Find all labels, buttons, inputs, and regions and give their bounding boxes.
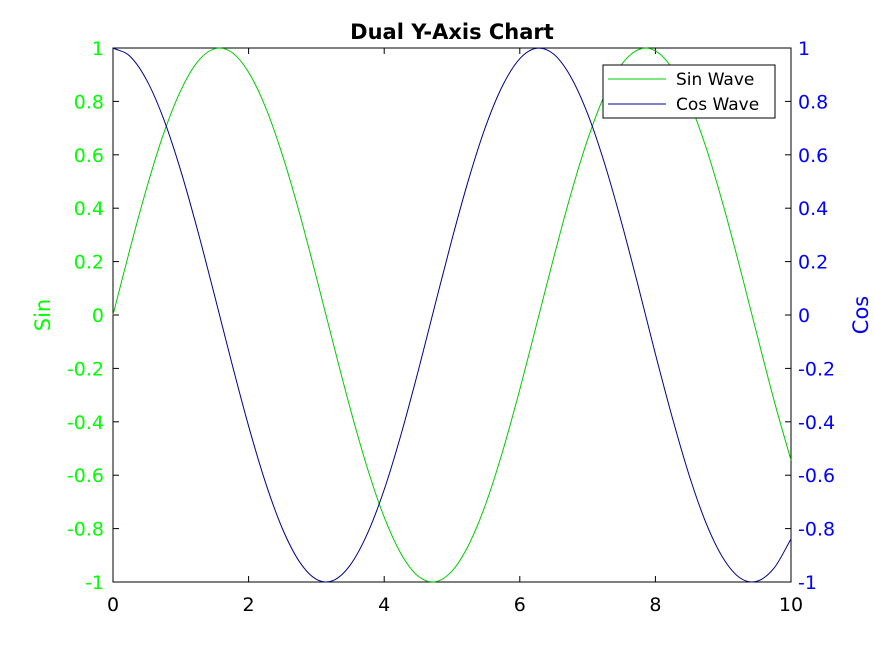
- x-axis: 0 2 4 6 8 10: [107, 48, 803, 616]
- right-y-tick-label: 0.6: [798, 145, 828, 167]
- right-y-tick-label: -0.8: [798, 519, 835, 541]
- right-y-axis-label: Cos: [849, 296, 873, 334]
- left-y-tick-label: -0.6: [67, 465, 104, 487]
- left-y-tick-label: -1: [85, 572, 104, 594]
- right-y-tick-label: -0.6: [798, 465, 835, 487]
- right-y-tick-label: -1: [798, 572, 817, 594]
- series-line-cos-wave: [112, 47, 792, 583]
- right-y-axis: 1 0.8 0.6 0.4 0.2 0 -0.2 -0.4 -0.6 -0.8 -1: [785, 38, 835, 594]
- right-y-tick-label: -0.2: [798, 358, 835, 380]
- left-y-tick-label: 0: [92, 305, 104, 327]
- legend: Sin Wave Cos Wave: [602, 64, 776, 119]
- x-tick-label: 6: [514, 594, 526, 616]
- series-line-sin-wave: [112, 47, 792, 583]
- left-y-tick-label: 0.2: [74, 252, 104, 274]
- left-y-tick-label: -0.4: [67, 412, 104, 434]
- right-y-tick-label: 0: [798, 305, 810, 327]
- series-layer: [112, 47, 792, 583]
- left-y-tick-label: 0.8: [74, 91, 104, 113]
- left-y-tick-label: 0.4: [74, 198, 104, 220]
- right-y-tick-label: 0.2: [798, 252, 828, 274]
- x-tick-label: 4: [378, 594, 390, 616]
- legend-label-cos: Cos Wave: [676, 95, 759, 115]
- x-tick-label: 8: [649, 594, 661, 616]
- left-y-tick-label: -0.8: [67, 519, 104, 541]
- chart-title: Dual Y-Axis Chart: [350, 20, 554, 44]
- right-y-tick-label: 1: [798, 38, 810, 60]
- right-y-tick-label: -0.4: [798, 412, 835, 434]
- left-y-tick-label: 1: [92, 38, 104, 60]
- x-tick-label: 10: [779, 594, 803, 616]
- right-y-tick-label: 0.4: [798, 198, 828, 220]
- x-tick-label: 0: [107, 594, 119, 616]
- left-y-tick-label: -0.2: [67, 358, 104, 380]
- legend-label-sin: Sin Wave: [676, 70, 754, 90]
- left-y-axis-label: Sin: [31, 299, 55, 331]
- left-y-axis: 1 0.8 0.6 0.4 0.2 0 -0.2 -0.4 -0.6 -0.8 -1: [67, 38, 119, 594]
- legend-box: [602, 64, 776, 119]
- plot-frame: [112, 47, 792, 583]
- left-y-tick-label: 0.6: [74, 145, 104, 167]
- right-y-tick-label: 0.8: [798, 91, 828, 113]
- x-tick-label: 2: [243, 594, 255, 616]
